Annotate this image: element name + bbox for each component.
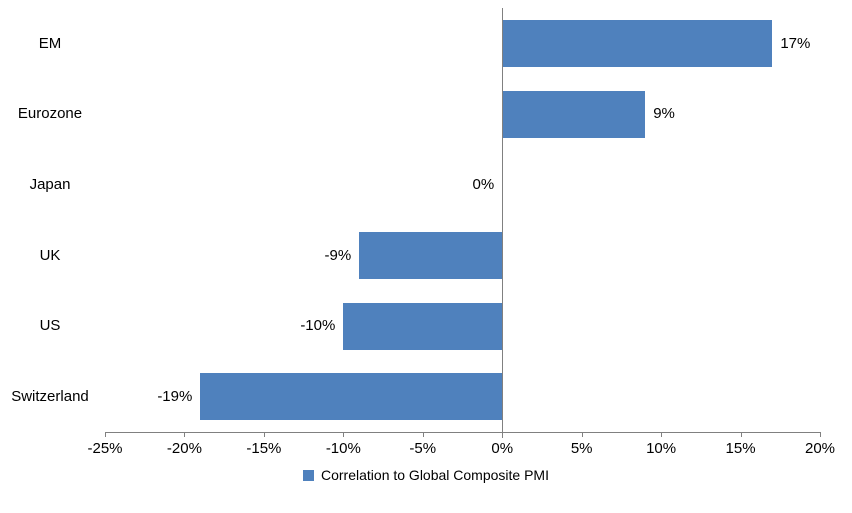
value-label: 0% [472,176,495,194]
axis-tick [422,432,424,437]
value-label: -9% [324,246,352,264]
category-label: Eurozone [17,105,83,123]
bar-uk [359,231,503,279]
value-label: -19% [157,388,193,406]
axis-tick [820,432,821,437]
category-label: US [39,317,61,335]
bar-switzerland [200,373,503,421]
x-tick-label: -10% [325,440,361,457]
zero-axis-line [502,8,504,438]
x-tick-label: -20% [166,440,202,457]
value-label: 17% [780,34,811,52]
category-label: Japan [29,176,71,194]
axis-tick [661,432,663,437]
axis-tick [740,432,742,437]
bar-us [343,302,503,350]
x-tick-label: 0% [491,440,514,457]
legend: Correlation to Global Composite PMI [0,467,852,483]
bar-em [502,19,773,67]
axis-tick [343,432,345,437]
axis-tick [184,432,186,437]
axis-tick [581,432,583,437]
value-label: -10% [300,317,336,335]
x-tick-label: 20% [804,440,836,457]
legend-swatch [303,469,314,481]
axis-tick [263,432,265,437]
x-tick-label: -25% [87,440,123,457]
legend-label: Correlation to Global Composite PMI [321,467,549,483]
x-tick-label: 5% [570,440,593,457]
value-label: 9% [653,105,675,123]
x-tick-label: -5% [409,440,437,457]
category-axis: EM Eurozone Japan UK US Switzerland [0,8,100,432]
axis-tick [502,432,504,437]
x-tick-label: 10% [646,440,677,457]
bar-eurozone [502,90,646,138]
category-label: Switzerland [11,388,89,406]
x-tick-label: 15% [725,440,756,457]
category-label: EM [38,34,62,52]
axis-tick [105,432,106,437]
plot-area: 17% 9% 0% -9% -10% -19% [105,8,820,432]
x-tick-label: -15% [246,440,282,457]
x-axis-line [105,432,820,433]
category-label: UK [39,246,61,264]
